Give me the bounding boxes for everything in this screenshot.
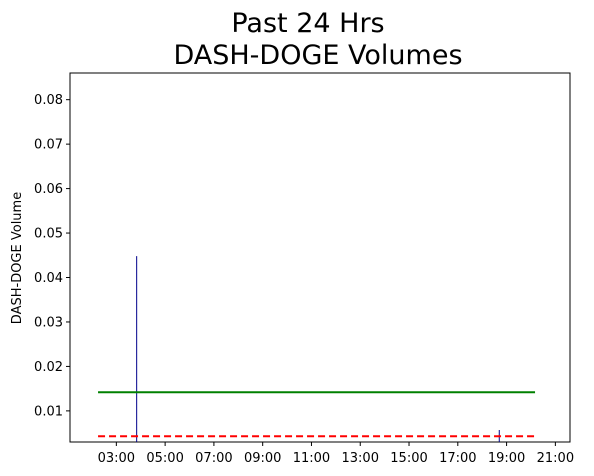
- x-tick-label-1: 05:00: [146, 451, 183, 466]
- x-tick-label-9: 21:00: [537, 451, 574, 466]
- y-tick-label-4: 0.05: [34, 227, 63, 242]
- x-tick-label-2: 07:00: [195, 451, 232, 466]
- y-tick-label-5: 0.06: [34, 182, 63, 197]
- y-axis-label: DASH-DOGE Volume: [10, 192, 25, 324]
- x-tick-label-8: 19:00: [488, 451, 525, 466]
- x-tick-label-4: 11:00: [293, 451, 330, 466]
- axis-ticks: 0.01 0.02 0.03 0.04 0.05 0.06 0.07 0.08 03:00 05:…: [34, 93, 574, 466]
- chart-title-line-1: Past 24 Hrs: [231, 8, 384, 39]
- plot-frame: [69, 72, 571, 443]
- y-tick-label-3: 0.04: [34, 271, 63, 286]
- x-tick-label-6: 15:00: [390, 451, 427, 466]
- x-tick-label-7: 17:00: [439, 451, 476, 466]
- x-tick-label-0: 03:00: [98, 451, 135, 466]
- chart-title-line-2: DASH-DOGE Volumes: [173, 40, 462, 71]
- y-tick-label-2: 0.03: [34, 315, 63, 330]
- y-tick-label-0: 0.01: [34, 404, 63, 419]
- y-tick-label-7: 0.08: [34, 93, 63, 108]
- y-tick-label-1: 0.02: [34, 360, 63, 375]
- plot-area: [69, 72, 571, 443]
- x-tick-label-5: 13:00: [342, 451, 379, 466]
- x-tick-label-3: 09:00: [244, 451, 281, 466]
- y-tick-label-6: 0.07: [34, 138, 63, 153]
